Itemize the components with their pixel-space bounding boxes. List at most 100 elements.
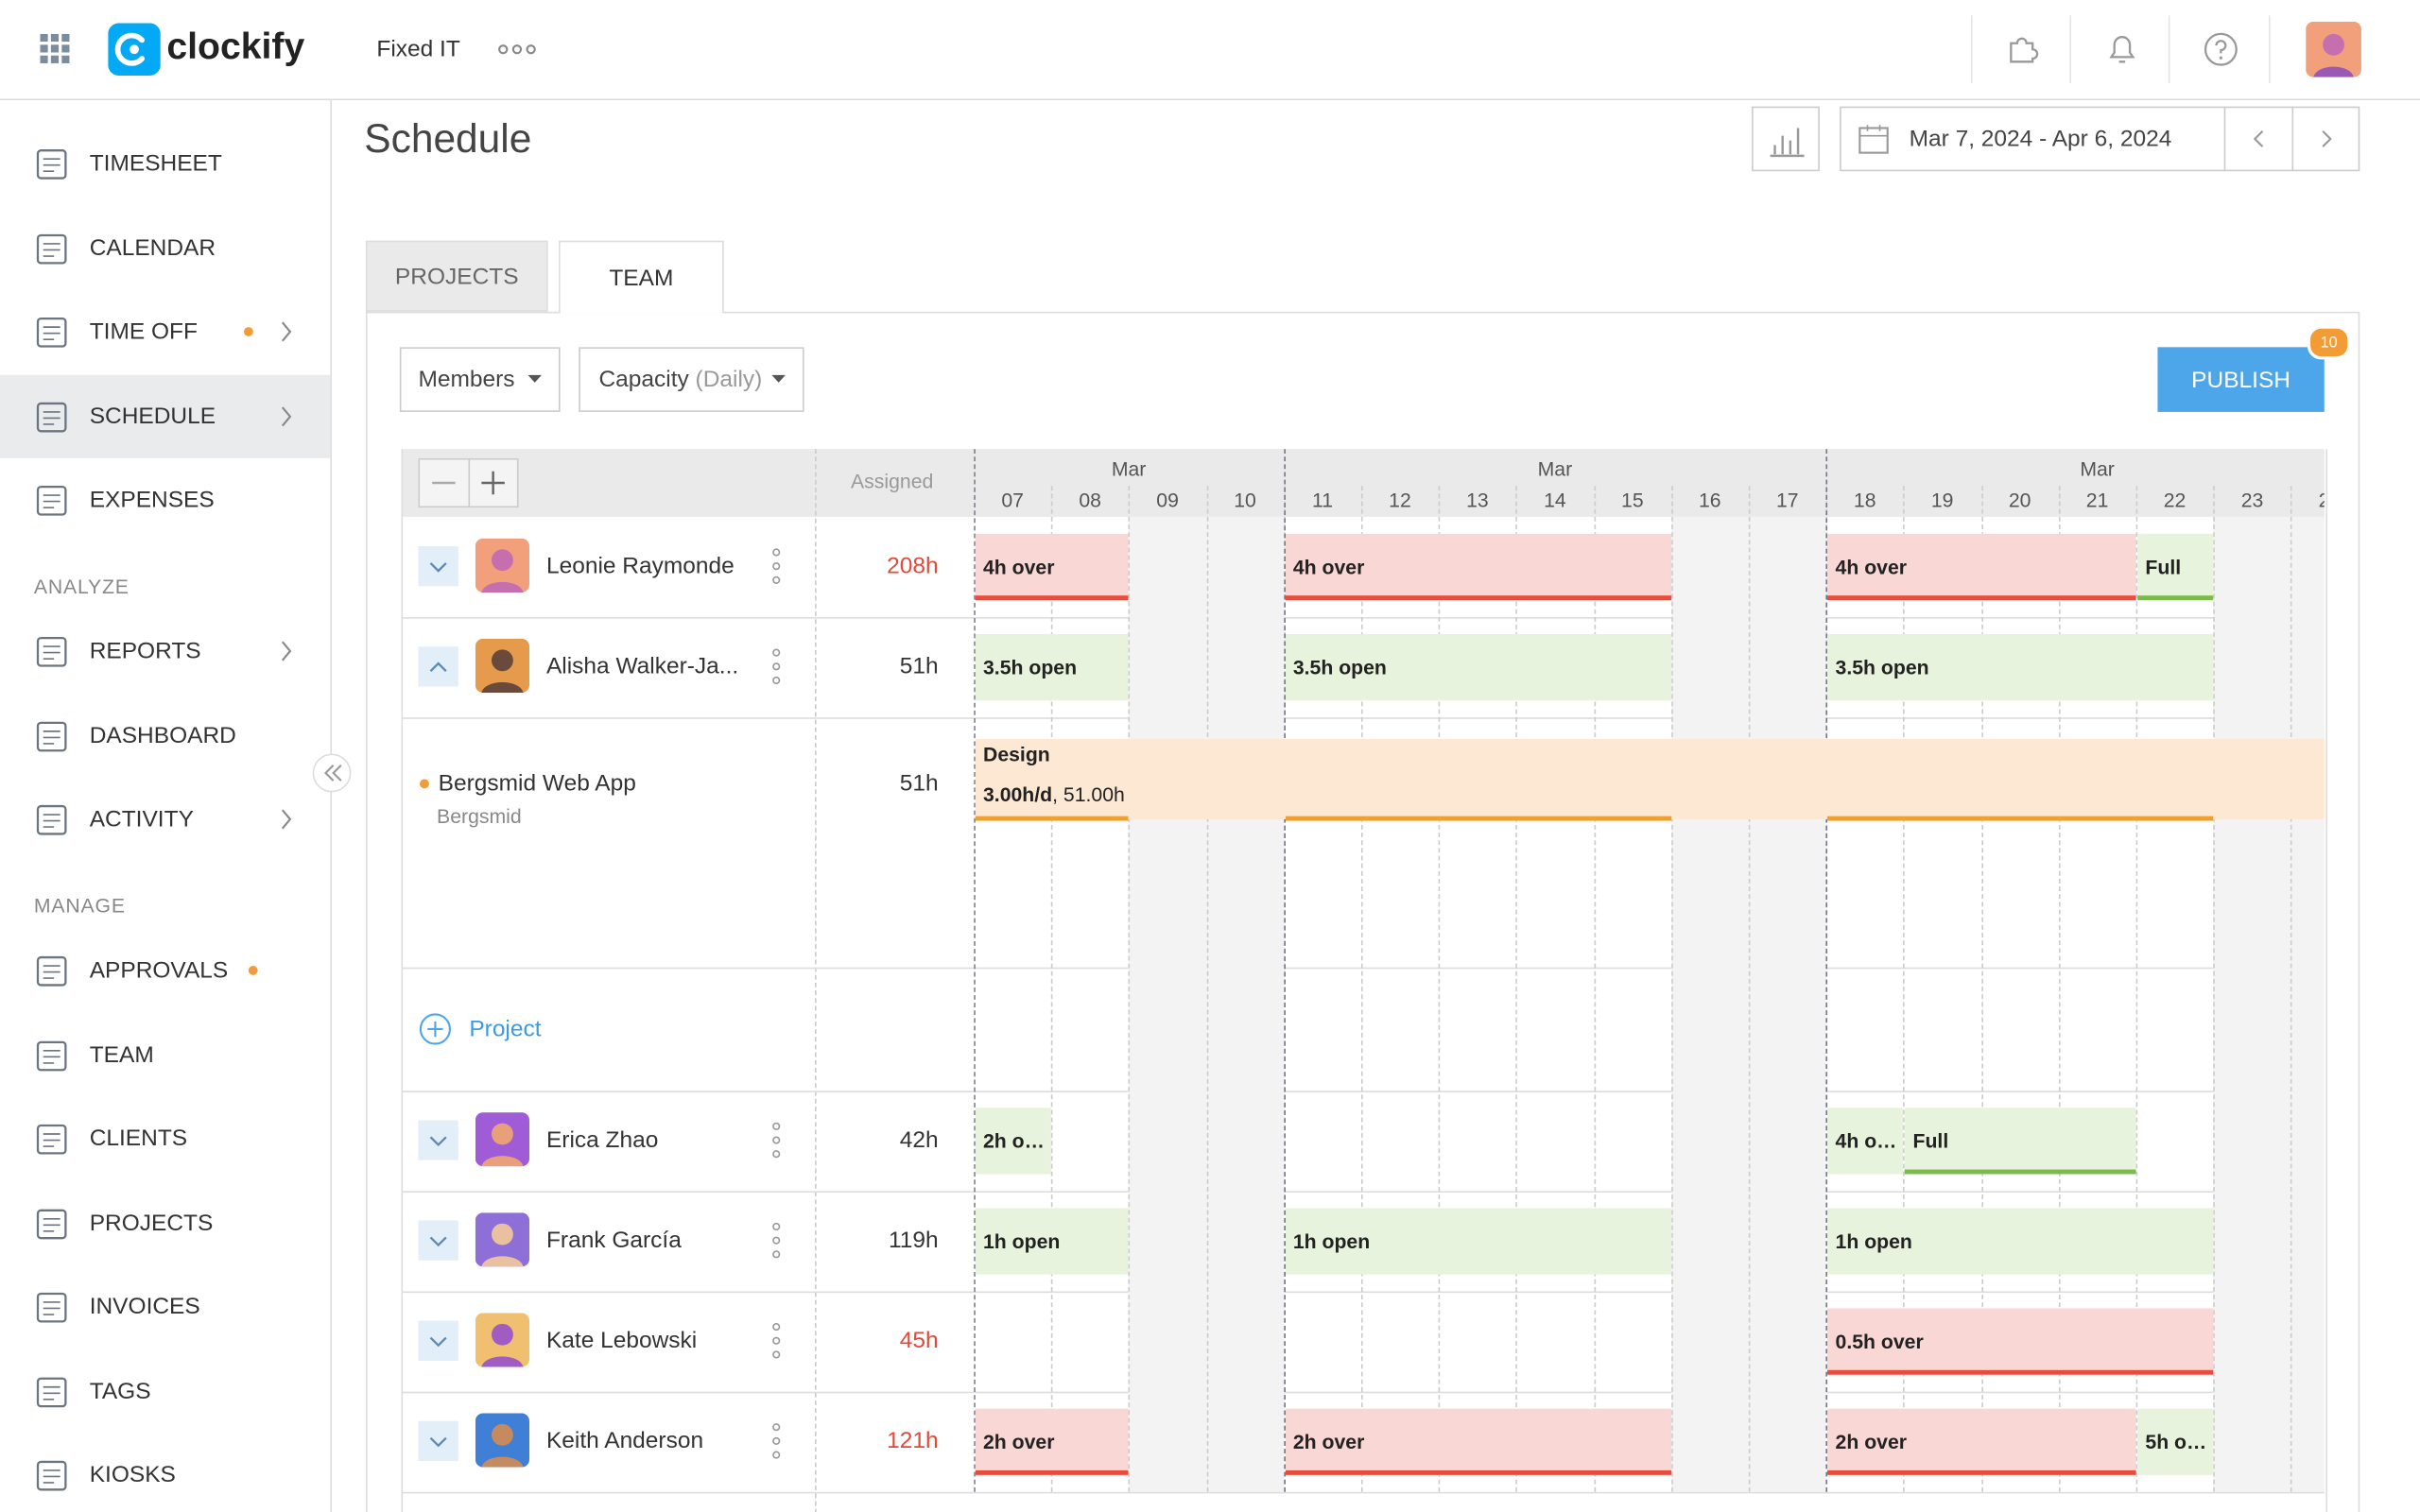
assigned: 42h bbox=[899, 1126, 939, 1154]
day-line bbox=[1206, 486, 1208, 1492]
next-button[interactable] bbox=[2317, 129, 2336, 150]
expand-toggle[interactable] bbox=[418, 545, 458, 587]
task-total: , 51.00h bbox=[1052, 782, 1125, 807]
weekend-shade bbox=[1206, 516, 1285, 1492]
day-label: 09 bbox=[1156, 488, 1179, 512]
nav-item[interactable]: EXPENSES bbox=[89, 487, 215, 513]
member-menu[interactable] bbox=[770, 1222, 783, 1259]
member-menu[interactable] bbox=[770, 1122, 783, 1159]
nav-item[interactable]: ACTIVITY bbox=[89, 806, 194, 833]
panel bbox=[365, 311, 2360, 1512]
member-menu[interactable] bbox=[770, 1322, 783, 1359]
assigned: 51h bbox=[899, 770, 939, 798]
add-icon[interactable] bbox=[418, 1012, 452, 1046]
member-avatar bbox=[475, 538, 529, 593]
assigned: 51h bbox=[899, 653, 939, 680]
nav-dot bbox=[248, 966, 258, 975]
add-project[interactable]: Project bbox=[469, 1016, 542, 1042]
task-detail: 3.00h/d, 51.00h bbox=[983, 783, 1125, 806]
nav-arrow-svg bbox=[281, 405, 292, 426]
more-icon[interactable] bbox=[497, 43, 537, 56]
weekend-shade bbox=[2213, 516, 2291, 1492]
tab[interactable]: PROJECTS bbox=[365, 240, 548, 312]
row-divider bbox=[401, 1191, 2325, 1194]
member-name: Frank García bbox=[545, 1227, 682, 1254]
capacity-bar: 4h over bbox=[1827, 533, 2136, 601]
day-label: 11 bbox=[1311, 488, 1334, 512]
member-menu[interactable] bbox=[770, 648, 783, 685]
nav-icon bbox=[36, 1290, 72, 1326]
nav-item[interactable]: KIOSKS bbox=[89, 1461, 176, 1488]
nav-icon bbox=[36, 1206, 72, 1242]
capacity-bar: Full bbox=[1905, 1108, 2136, 1175]
nav-item[interactable]: APPROVALS bbox=[89, 957, 229, 984]
divider bbox=[1970, 15, 1973, 84]
nav-item[interactable]: TIMESHEET bbox=[89, 150, 222, 177]
nav-icon-svg bbox=[36, 1376, 67, 1407]
weekend-shade bbox=[1748, 516, 1826, 1492]
capacity-bar: 4h over bbox=[975, 533, 1130, 601]
nav-icon-svg bbox=[36, 1292, 67, 1323]
day-line bbox=[2135, 486, 2138, 1492]
week-line bbox=[1284, 449, 1286, 1492]
member-menu[interactable] bbox=[770, 548, 783, 585]
assigned: 45h bbox=[899, 1327, 939, 1354]
day-line bbox=[1129, 486, 1131, 1492]
member-menu-svg bbox=[772, 1222, 781, 1259]
expand-toggle-svg bbox=[418, 1420, 458, 1462]
user-avatar[interactable] bbox=[2306, 21, 2361, 77]
capacity-filter[interactable] bbox=[579, 347, 804, 412]
publish-button[interactable]: PUBLISH bbox=[2157, 347, 2325, 412]
weekend-shade bbox=[1670, 516, 1749, 1492]
nav-item[interactable]: REPORTS bbox=[89, 638, 201, 664]
nav-item[interactable]: PROJECTS bbox=[89, 1209, 214, 1236]
expand-toggle[interactable] bbox=[418, 1320, 458, 1361]
expand-toggle[interactable] bbox=[418, 1120, 458, 1160]
nav-item[interactable]: DASHBOARD bbox=[89, 722, 236, 748]
expand-toggle[interactable] bbox=[418, 1220, 458, 1261]
nav-icon bbox=[36, 1122, 72, 1158]
assignment-underline bbox=[1827, 816, 2214, 821]
members-filter[interactable] bbox=[399, 347, 561, 412]
nav-item[interactable]: TAGS bbox=[89, 1377, 151, 1404]
nav-item[interactable]: CALENDAR bbox=[89, 234, 216, 261]
nav-item[interactable]: TEAM bbox=[89, 1041, 154, 1068]
nav-icon-svg bbox=[36, 720, 67, 751]
nav-item[interactable]: INVOICES bbox=[89, 1293, 200, 1320]
collapse-button[interactable] bbox=[312, 753, 352, 793]
chart-button[interactable] bbox=[1752, 106, 1820, 172]
member-menu[interactable] bbox=[770, 1422, 783, 1459]
help-icon[interactable] bbox=[2203, 31, 2239, 68]
expand-toggle[interactable] bbox=[418, 646, 458, 687]
day-line bbox=[1360, 486, 1363, 1492]
row-divider bbox=[401, 1291, 2325, 1294]
day-line bbox=[1903, 486, 1906, 1492]
nav-icon-svg bbox=[36, 1124, 67, 1155]
expand-toggle[interactable] bbox=[418, 1420, 458, 1462]
row-divider bbox=[401, 1091, 2325, 1092]
prev-button[interactable] bbox=[2250, 129, 2269, 150]
column-divider bbox=[815, 449, 817, 1512]
expand-toggle-svg bbox=[418, 545, 458, 587]
nav-dot bbox=[243, 327, 253, 336]
nav-arrow bbox=[280, 405, 295, 427]
member-avatar bbox=[475, 1112, 529, 1167]
nav-item[interactable]: SCHEDULE bbox=[89, 403, 216, 429]
assignment-bar: Design 3.00h/d, 51.00h bbox=[975, 739, 2325, 819]
extensions-icon[interactable] bbox=[2005, 31, 2039, 65]
day-line bbox=[1438, 486, 1441, 1492]
nav-item[interactable]: CLIENTS bbox=[89, 1125, 188, 1152]
zoom-icons[interactable] bbox=[418, 457, 520, 508]
date-picker[interactable] bbox=[1840, 106, 2360, 172]
nav-arrow-svg bbox=[281, 321, 292, 342]
apps-icon[interactable] bbox=[40, 33, 71, 65]
table-frame bbox=[401, 449, 2328, 1512]
member-avatar-svg bbox=[475, 538, 529, 593]
nav-item[interactable]: TIME OFF bbox=[89, 318, 198, 345]
row-divider bbox=[401, 1491, 2325, 1494]
notifications-icon[interactable] bbox=[2105, 31, 2139, 68]
day-line bbox=[1051, 486, 1053, 1492]
workspace[interactable]: Fixed IT bbox=[376, 36, 460, 63]
tab[interactable]: TEAM bbox=[559, 240, 724, 314]
nav-icon-svg bbox=[36, 955, 67, 987]
